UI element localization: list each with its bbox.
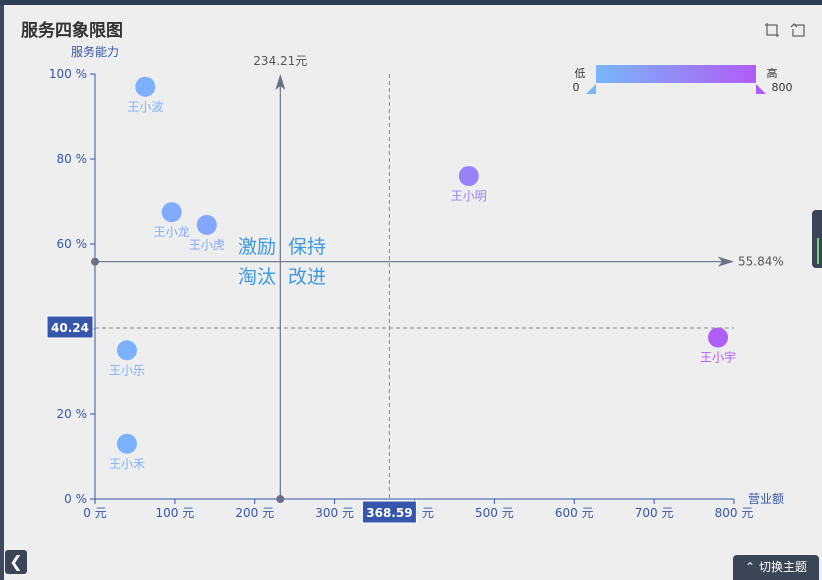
reference-arrow-up bbox=[275, 74, 286, 90]
x-tick-label: 0 元 bbox=[83, 506, 106, 520]
y-tick-label: 0 % bbox=[64, 492, 87, 506]
chart-title: 服务四象限图 bbox=[21, 21, 123, 41]
crosshair-y-value: 40.24 bbox=[51, 321, 89, 335]
data-point-label: 王小宇 bbox=[700, 351, 736, 365]
switch-theme-button[interactable]: ⌃ 切换主题 bbox=[733, 555, 819, 580]
x-tick-label: 600 元 bbox=[555, 506, 594, 520]
x-tick-label: 300 元 bbox=[315, 506, 354, 520]
data-point bbox=[161, 202, 182, 223]
x-tick-label: 800 元 bbox=[715, 506, 754, 520]
data-point-label: 王小虎 bbox=[189, 238, 225, 252]
data-point bbox=[135, 76, 156, 97]
x-tick-label: 100 元 bbox=[156, 506, 195, 520]
crosshair-y-badge bbox=[46, 315, 94, 339]
chevron-up-icon: ⌃ bbox=[744, 560, 756, 574]
reference-label-vertical: 234.21元 bbox=[253, 54, 307, 68]
quadrant-label: 保持 bbox=[288, 236, 326, 258]
visual-map-min-label: 0 bbox=[573, 81, 580, 94]
data-point bbox=[196, 214, 217, 235]
data-point bbox=[708, 327, 729, 348]
reference-start-dot-vertical bbox=[276, 495, 285, 503]
x-tick-label: 700 元 bbox=[635, 506, 674, 520]
y-tick-label: 100 % bbox=[49, 67, 87, 81]
chevron-left-icon: ❮ bbox=[9, 552, 23, 571]
visual-map-handle-max bbox=[756, 84, 766, 94]
data-point-label: 王小禾 bbox=[109, 457, 145, 471]
y-axis-title: 服务能力 bbox=[71, 44, 119, 59]
data-point-label: 王小龙 bbox=[154, 225, 190, 239]
x-tick-label: 200 元 bbox=[235, 506, 274, 520]
switch-theme-label: 切换主题 bbox=[759, 560, 808, 574]
y-tick-label: 60 % bbox=[57, 237, 88, 251]
visual-map-bar bbox=[596, 65, 756, 83]
data-point bbox=[116, 340, 137, 361]
reference-arrow-right bbox=[718, 256, 734, 267]
top-bar bbox=[0, 0, 822, 5]
visual-map-handle-min bbox=[586, 84, 596, 94]
reference-label-horizontal: 55.84% bbox=[738, 255, 784, 269]
data-point-label: 王小波 bbox=[127, 100, 163, 114]
crosshair-x-value: 368.59 bbox=[366, 506, 412, 520]
y-tick-label: 20 % bbox=[57, 407, 88, 421]
quadrant-label: 激励 bbox=[238, 236, 276, 258]
side-panel-handle[interactable] bbox=[812, 210, 822, 268]
crosshair-x-badge bbox=[361, 500, 417, 524]
quadrant-label: 改进 bbox=[288, 266, 326, 288]
zoom-select-icon[interactable] bbox=[764, 22, 780, 38]
x-axis-title: 营业额 bbox=[748, 492, 784, 506]
left-bar bbox=[0, 5, 4, 580]
y-tick-label: 80 % bbox=[57, 152, 88, 166]
data-point bbox=[116, 433, 137, 454]
visual-map-low-text: 低 bbox=[575, 67, 586, 80]
x-tick-label: 500 元 bbox=[475, 506, 514, 520]
quadrant-label: 淘汰 bbox=[238, 266, 276, 288]
reference-start-dot-horizontal bbox=[91, 257, 99, 266]
zoom-reset-icon[interactable] bbox=[790, 22, 806, 38]
visual-map-high-text: 高 bbox=[767, 66, 778, 80]
data-point-label: 王小乐 bbox=[109, 363, 145, 377]
visual-map-max-label: 800 bbox=[772, 81, 793, 94]
data-point bbox=[458, 166, 479, 186]
back-button[interactable]: ❮ bbox=[5, 550, 27, 574]
data-point-label: 王小明 bbox=[451, 189, 487, 203]
